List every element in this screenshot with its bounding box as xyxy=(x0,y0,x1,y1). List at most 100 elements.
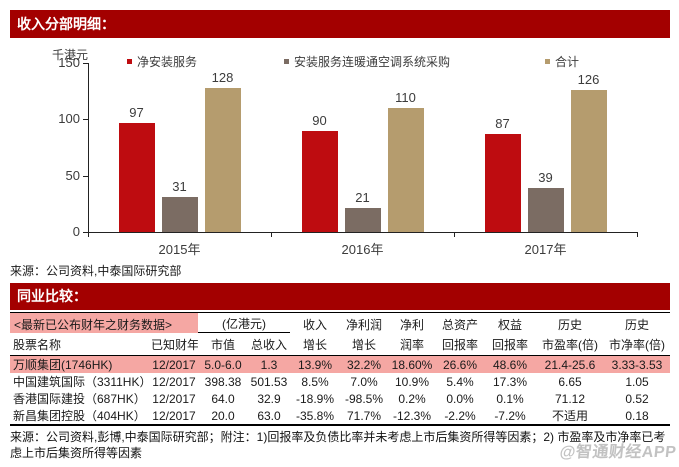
stock-name-cell: 万顺集团(1746HK) xyxy=(10,355,150,373)
data-cell: -98.5% xyxy=(344,391,384,406)
data-cell: 5.0-6.0 xyxy=(198,355,248,373)
bar-value-label: 87 xyxy=(495,116,510,131)
legend-label: 净安装服务 xyxy=(137,55,198,69)
y-tick-mark xyxy=(83,119,88,121)
peer-section-title: 同业比较： xyxy=(17,288,87,304)
x-category-label: 2017年 xyxy=(524,242,567,257)
column-header-line1: 收入 xyxy=(302,317,327,332)
data-cell: 32.2% xyxy=(340,355,388,373)
column-header-line1: 权益 xyxy=(497,317,522,332)
column-header-line2: 增长 xyxy=(340,332,388,356)
table-row: 香港国际建投（687HK） 12/2017 64.0 32.9 -18.9% -98.5%… xyxy=(10,390,670,407)
data-cell: 63.0 xyxy=(248,407,290,426)
data-cell: 501.53 xyxy=(250,374,288,389)
bar-group-2017年: 87 39 126 xyxy=(454,63,637,232)
data-cell: 12/2017 xyxy=(152,374,196,389)
column-header-line1: 净利润 xyxy=(345,317,382,332)
column-header-line2: 回报率 xyxy=(436,332,484,356)
data-cell: 71.7% xyxy=(340,407,388,426)
data-cell: 5.4% xyxy=(446,374,474,389)
table-banner: <最新已公布财年之财务数据> xyxy=(10,312,198,333)
revenue-section-header: 收入分部明细： xyxy=(10,10,670,38)
data-cell: 0.1% xyxy=(496,391,524,406)
y-tick-mark xyxy=(83,232,88,233)
stock-name-cell: 新昌集团控股（404HK） xyxy=(10,407,150,426)
data-cell: 398.38 xyxy=(204,374,242,389)
data-cell: 8.5% xyxy=(301,374,329,389)
data-cell: 12/2017 xyxy=(150,407,198,426)
revenue-bar-chart: 千港元 0 50 100 150 净安装服务 安装服务连暖通空调系统采购 合计 97 31 1… xyxy=(0,38,679,260)
legend-swatch-icon xyxy=(127,59,132,64)
y-tick-label: 100 xyxy=(58,111,80,127)
column-header-line2: 润率 xyxy=(388,332,436,356)
x-category-label: 2016年 xyxy=(341,242,384,257)
y-tick-label: 150 xyxy=(58,55,80,70)
peer-comparison-table: <最新已公布财年之财务数据> (亿港元) 收入 净利润 净利 总资产 权益 历史 历史 股票名称已… xyxy=(10,312,670,426)
data-cell: 20.0 xyxy=(198,407,248,426)
footnote: 来源：公司资料,彭博,中泰国际研究部；附注：1)回报率及负债比率并未考虑上市后集… xyxy=(10,430,666,460)
data-cell: 48.6% xyxy=(484,355,536,373)
bar-value-label: 31 xyxy=(172,179,187,194)
column-header-line2: 增长 xyxy=(290,332,340,356)
column-header-line1: 净利 xyxy=(399,317,424,332)
legend-item: 合计 xyxy=(545,53,579,70)
data-cell: 21.4-25.6 xyxy=(536,355,604,373)
x-tick-mark xyxy=(454,233,455,237)
data-cell: 64.0 xyxy=(211,391,235,406)
bar: 128 xyxy=(204,70,241,232)
legend-label: 合计 xyxy=(555,55,580,69)
column-header-line1: 总资产 xyxy=(441,317,478,332)
watermark: @智通财经APP xyxy=(558,444,678,461)
data-cell: -18.9% xyxy=(295,391,335,406)
bar-value-label: 39 xyxy=(538,170,553,185)
data-cell: 0.2% xyxy=(398,391,426,406)
data-cell: 18.60% xyxy=(388,355,436,373)
y-tick-mark xyxy=(83,175,88,177)
data-cell: 71.12 xyxy=(554,391,586,406)
x-tick-mark xyxy=(271,233,272,237)
bar: 87 xyxy=(484,116,521,232)
x-category-label: 2015年 xyxy=(158,242,201,257)
data-cell: 17.3% xyxy=(492,374,528,389)
bar-value-label: 126 xyxy=(577,72,600,87)
x-tick-mark xyxy=(88,233,89,237)
column-header-line2: 股票名称 xyxy=(10,332,150,356)
data-cell: -35.8% xyxy=(290,407,340,426)
data-cell: -12.3% xyxy=(388,407,436,426)
bar: 21 xyxy=(344,190,381,232)
y-axis-unit-label: 千港元 xyxy=(52,48,89,62)
legend-swatch-icon xyxy=(284,59,289,64)
bar-value-label: 21 xyxy=(355,190,370,205)
bar-value-label: 128 xyxy=(211,70,234,85)
legend-item: 安装服务连暖通空调系统采购 xyxy=(284,53,450,70)
column-header-line2: 市盈率(倍) xyxy=(536,332,604,356)
chart-source-note: 来源：公司资料,中泰国际研究部 xyxy=(10,264,182,278)
bar: 110 xyxy=(387,90,424,232)
data-cell: 32.9 xyxy=(257,391,281,406)
table-unit-header: (亿港元) xyxy=(198,312,290,333)
legend-item: 净安装服务 xyxy=(127,53,197,70)
data-cell: 12/2017 xyxy=(152,391,196,406)
table-row: 新昌集团控股（404HK） 12/2017 20.0 63.0 -35.8% 71.7% -… xyxy=(10,407,670,426)
data-cell: 7.0% xyxy=(350,374,378,389)
x-tick-mark xyxy=(637,233,638,237)
data-cell: 1.3 xyxy=(248,355,290,373)
legend-swatch-icon xyxy=(545,59,550,64)
data-cell: 6.65 xyxy=(558,374,582,389)
data-cell: 0.52 xyxy=(625,391,649,406)
data-cell: 12/2017 xyxy=(150,355,198,373)
x-axis-line xyxy=(88,232,638,233)
bar: 31 xyxy=(161,179,198,232)
data-cell: 1.05 xyxy=(625,374,649,389)
y-tick-mark xyxy=(83,63,88,64)
table-row: 万顺集团(1746HK) 12/2017 5.0-6.0 1.3 13.9% 32.2% 1… xyxy=(10,355,670,373)
bar: 90 xyxy=(301,113,338,232)
stock-name-cell: 香港国际建投（687HK） xyxy=(13,392,146,406)
bar: 39 xyxy=(527,170,564,232)
y-axis-line xyxy=(88,63,89,233)
column-header-line2: 市净率(倍) xyxy=(604,332,670,356)
bar-value-label: 90 xyxy=(312,113,327,128)
column-header-line2: 总收入 xyxy=(248,332,290,356)
data-cell: 10.9% xyxy=(394,374,430,389)
